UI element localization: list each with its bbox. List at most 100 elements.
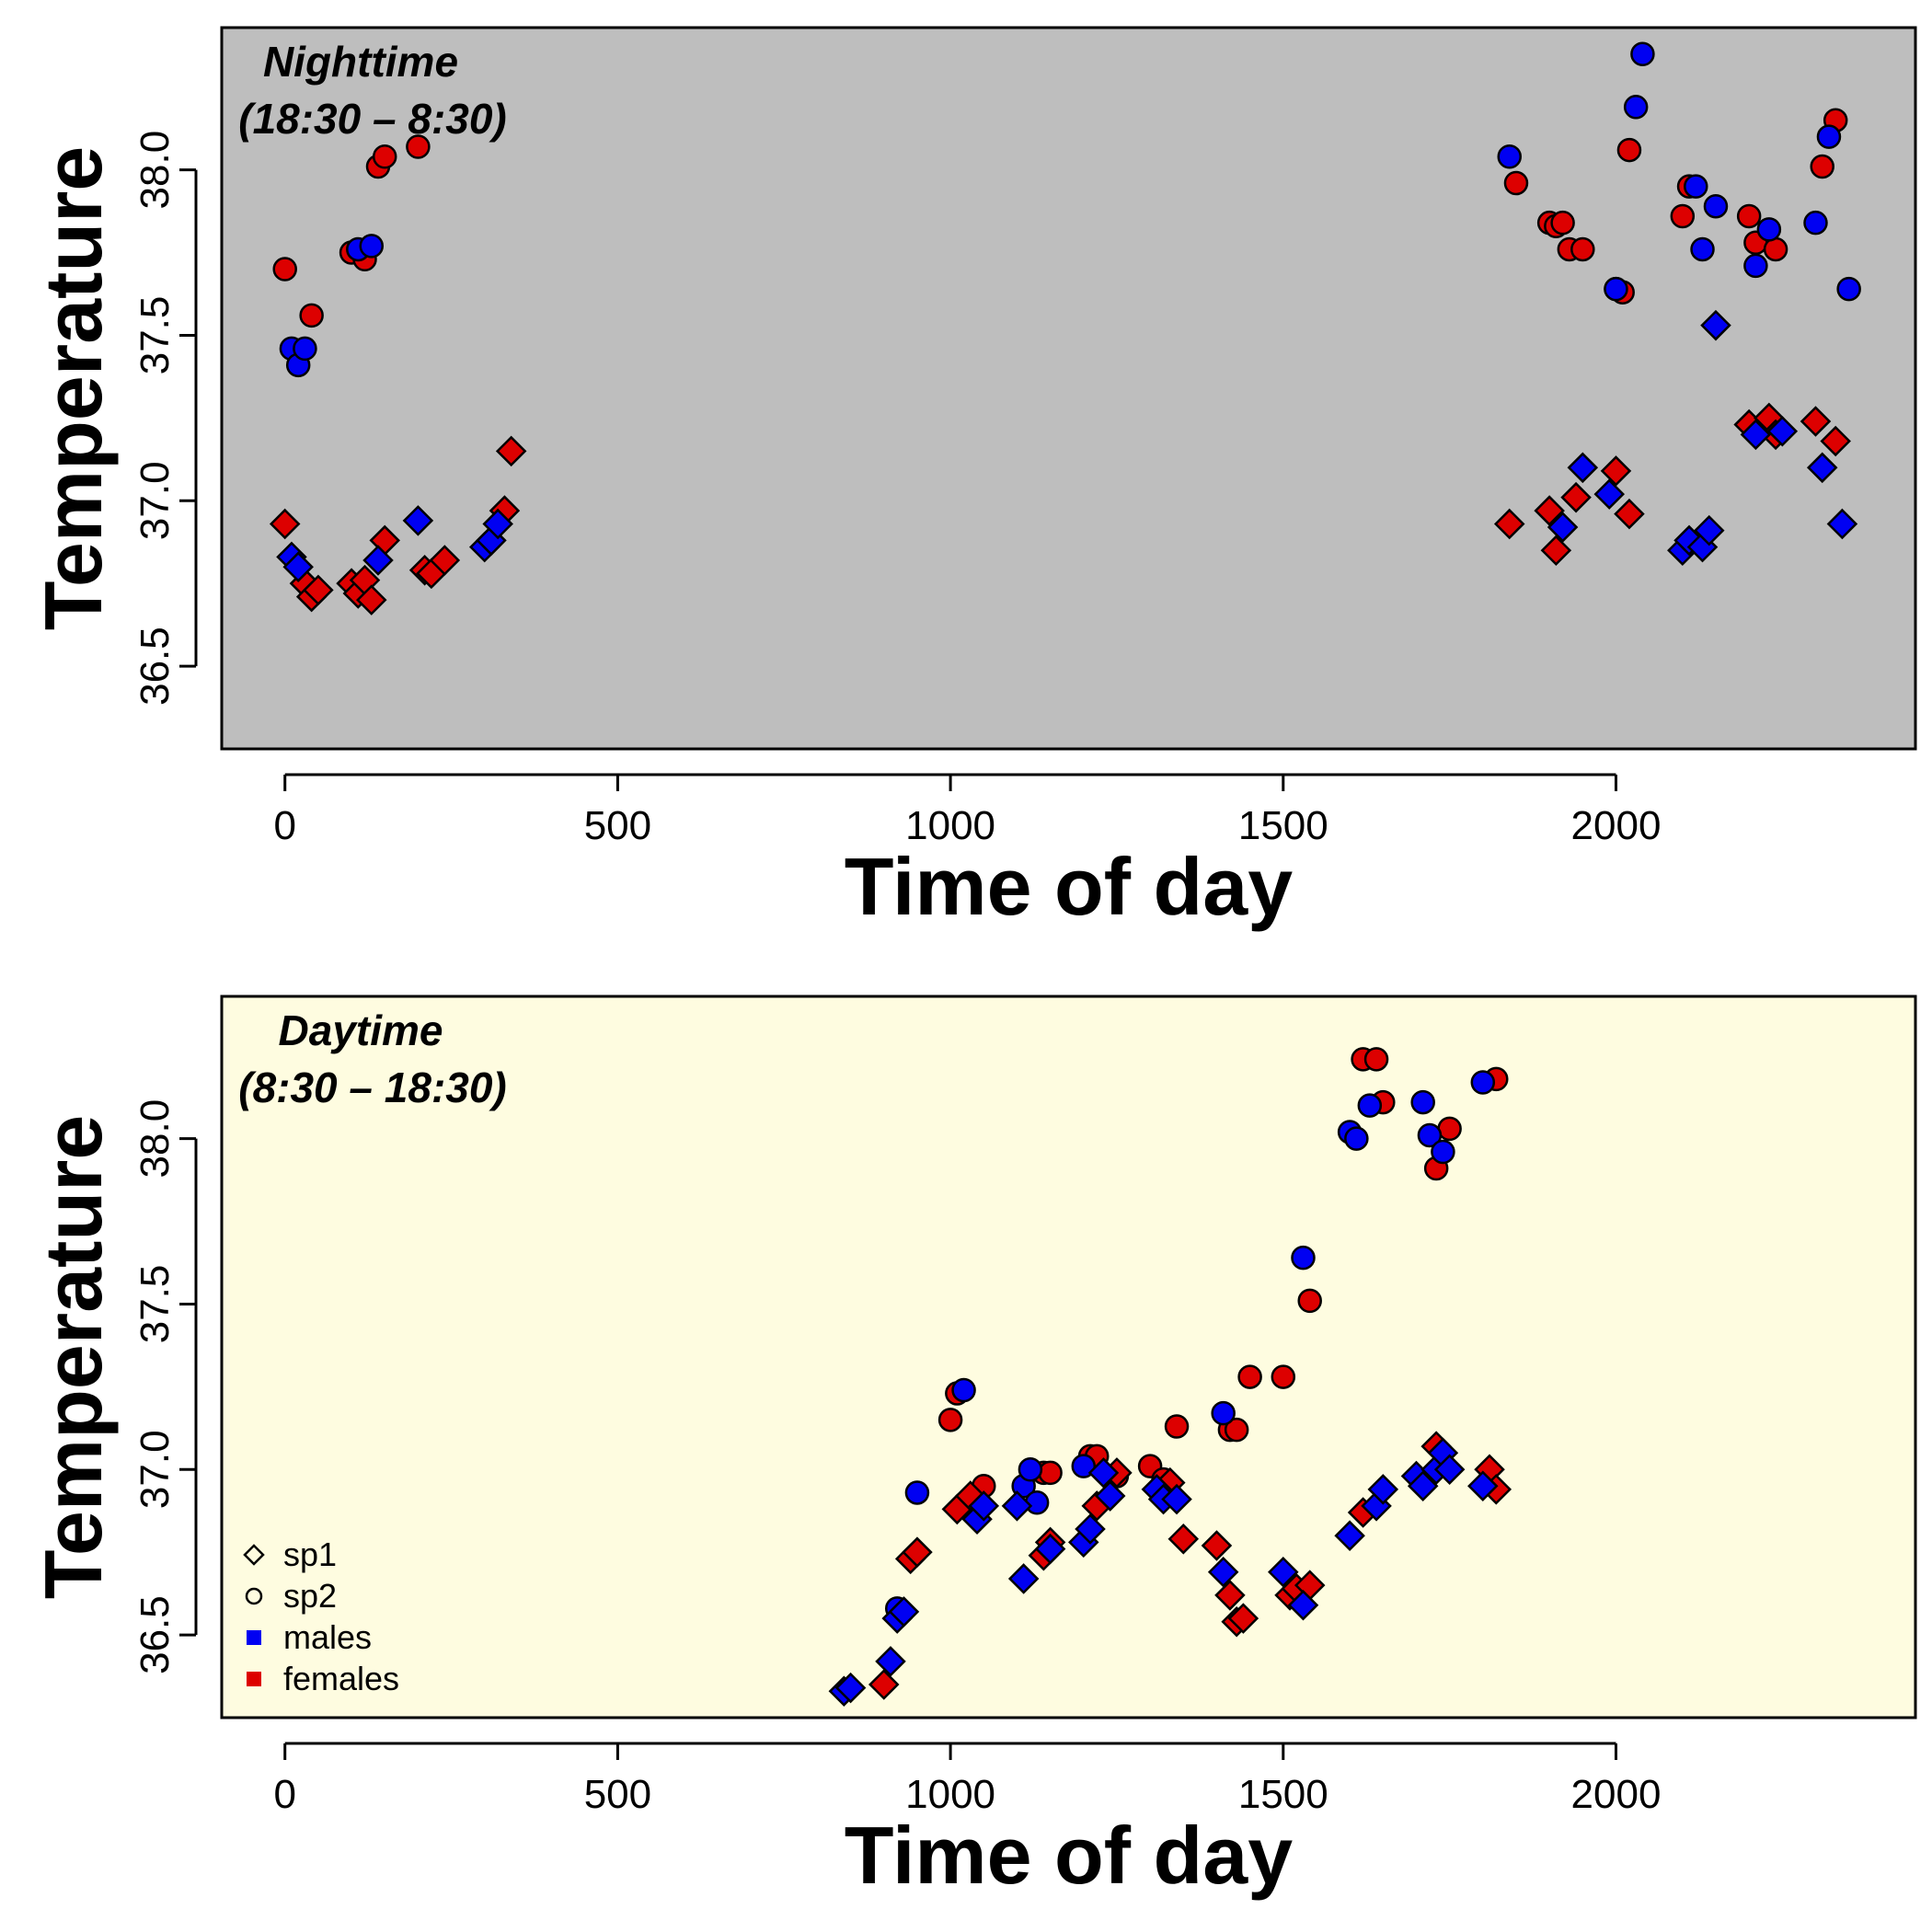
sp2-females-point [1038,1460,1063,1486]
sp2-females-point [1736,203,1762,229]
sp2-males-point [1743,253,1768,279]
sp1-females-point [429,545,461,576]
sp1-males-point [1007,1563,1040,1594]
sp2-males-point [1018,1457,1043,1482]
x-tick-label: 1500 [1238,803,1328,848]
sp1-males-point [402,505,434,536]
sp1-males-point [1334,1520,1365,1551]
sp1-males-point [1161,1483,1192,1515]
sp2-males-point [1690,236,1715,262]
sp2-males-point [293,336,317,362]
legend-label: males [283,1618,372,1656]
legend-label: sp2 [283,1577,337,1615]
sp1-males-point [1268,1556,1299,1588]
sp1-males-point [1593,478,1626,510]
sp2-males-point [1470,1070,1496,1095]
sp2-females-point [1503,170,1529,196]
sp1-males-point [834,1672,867,1704]
sp2-males-point [1024,1489,1050,1515]
sp1-females-point [1493,508,1525,540]
sp2-males-point [1816,124,1842,149]
x-tick-label: 500 [584,1772,651,1817]
sp2-females-point [406,134,431,159]
sp2-females-point [1164,1414,1190,1439]
sp1-females-point [1167,1524,1200,1555]
sp1-males-point [1567,452,1599,484]
y-tick-label: 38.0 [132,131,178,210]
sp1-females-point [1534,495,1565,526]
sp1-females-point [495,435,527,467]
x-tick-label: 0 [273,1772,295,1817]
panel-annotation-range: (8:30 – 18:30) [238,1064,507,1111]
panel-annotation-title: Daytime [279,1006,443,1054]
x-tick-label: 1000 [905,1772,995,1817]
sp2-females-point [1271,1364,1296,1389]
y-tick-label: 36.5 [132,1595,178,1674]
y-tick-label: 37.5 [132,1265,178,1344]
sp1-males-point [888,1596,920,1627]
sp1-males-point [1433,1454,1466,1486]
sp2-males-point [1630,41,1655,67]
sp1-males-point [1693,514,1725,546]
sp2-females-point [1670,203,1696,229]
sp2-females-point [1550,210,1575,236]
sp1-males-point [968,1490,1000,1522]
x-tick-label: 0 [273,803,295,848]
panel-annotation-range: (18:30 – 8:30) [238,95,507,143]
sp2-males-point [1431,1139,1455,1165]
sp2-males-point [1211,1400,1236,1426]
sp2-females-point [272,257,297,282]
sp1-males-point [1207,1556,1239,1588]
sp1-females-point [1227,1603,1259,1634]
sp2-males-point [1344,1126,1369,1151]
sp2-males-point [1836,276,1861,302]
sp2-males-point [951,1377,976,1403]
panel-annotation-title: Nighttime [263,38,458,86]
sp2-females-point [1297,1288,1322,1314]
sp2-females-point [1437,1116,1462,1142]
sp1-females-point [1560,481,1592,513]
sp1-females-point [902,1536,933,1568]
sp1-males-point [1287,1589,1319,1621]
sp1-females-point [1800,406,1832,437]
legend-square-icon [247,1672,261,1686]
sp1-males-point [482,508,513,540]
legend-square-icon [247,1630,261,1645]
sp1-females-point [1540,535,1572,566]
legend-diamond-icon [243,1544,265,1566]
sp1-females-point [1614,498,1645,530]
y-tick-label: 38.0 [132,1099,178,1179]
x-axis-title: Time of day [845,1810,1293,1901]
x-axis-title: Time of day [845,841,1293,932]
x-tick-label: 1500 [1238,1772,1328,1817]
sp2-males-point [904,1480,930,1505]
sp2-males-point [1357,1093,1383,1118]
sp2-females-point [372,144,397,169]
sp2-males-point [359,234,385,259]
y-tick-label: 36.5 [132,627,178,706]
sp1-females-point [1214,1580,1246,1611]
nighttime-panel: 0 500 1000 1500 2000 36.5 37.0 37.5 38.0 Time of … [28,26,1917,932]
sp1-males-point [362,545,394,576]
sp2-males-point [1291,1245,1316,1271]
y-tick-label: 37.0 [132,461,178,540]
sp1-males-point [1826,508,1858,540]
plot-area [220,995,1917,1719]
sp2-males-point [1071,1454,1097,1478]
sp2-males-point [1703,193,1729,219]
sp1-females-point [303,574,334,606]
sp2-females-point [1224,1417,1249,1443]
sp2-males-point [1604,276,1628,302]
sp1-males-point [1467,1470,1499,1502]
sp1-males-point [1547,512,1579,543]
sp1-males-point [1367,1474,1399,1505]
sp2-females-point [299,303,324,328]
sp2-males-point [1756,217,1782,242]
sp1-males-point [1087,1457,1120,1489]
legend-circle-icon [245,1587,263,1605]
x-tick-label: 2000 [1571,803,1662,848]
legend-label: sp1 [283,1535,337,1573]
sp2-females-point [1616,137,1642,163]
daytime-panel: 0 500 1000 1500 2000 36.5 37.0 37.5 38.0 Time of … [28,995,1917,1901]
sp1-males-point [1034,1533,1066,1565]
